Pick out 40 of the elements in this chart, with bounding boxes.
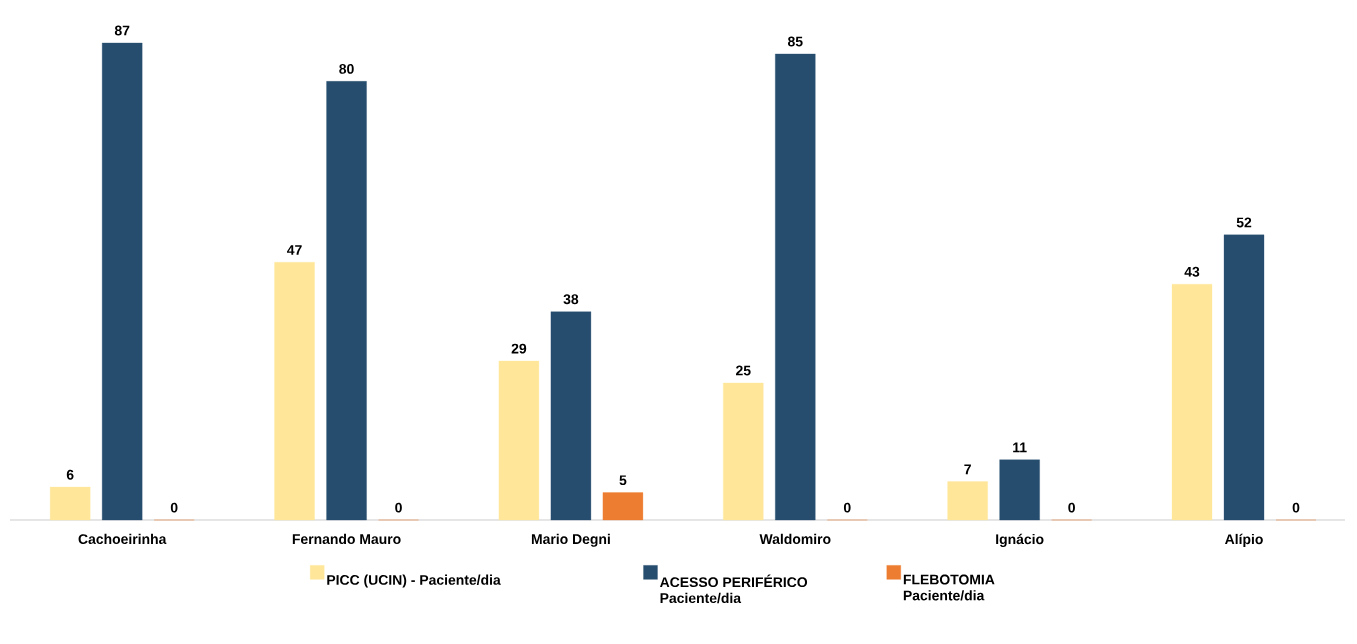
- x-tick-label: Ignácio: [996, 533, 1044, 547]
- data-label: 47: [287, 245, 302, 255]
- bar: [1223, 234, 1265, 521]
- bar: [50, 486, 91, 521]
- data-label: 52: [1236, 217, 1252, 228]
- data-label: 29: [511, 343, 527, 354]
- x-tick-label: Alípio: [1224, 533, 1263, 547]
- legend-label: PICC (UCIN) - Paciente/dia: [327, 574, 501, 588]
- data-label: 38: [563, 294, 579, 305]
- data-label: 85: [787, 36, 803, 47]
- data-label: 7: [964, 464, 971, 475]
- bar: [498, 360, 540, 521]
- data-label: 43: [1184, 266, 1200, 277]
- legend-label: ACESSO PERIFÉRICO Paciente/dia: [659, 574, 808, 604]
- x-tick-label: Cachoeirinha: [78, 533, 167, 545]
- bar: [602, 492, 644, 521]
- data-label: 25: [736, 365, 751, 376]
- bar: [102, 42, 143, 521]
- bar: [326, 81, 367, 521]
- bar: [274, 262, 315, 521]
- data-label: 5: [619, 475, 627, 486]
- x-tick-label: Waldomiro: [759, 533, 831, 545]
- bar: [550, 311, 592, 521]
- bar: [775, 53, 816, 521]
- x-tick-label: Mario Degni: [531, 533, 610, 547]
- bar: [947, 481, 988, 521]
- legend-label: FLEBOTOMIA Paciente/dia: [903, 574, 995, 601]
- data-label: 87: [114, 25, 130, 36]
- data-label: 11: [1013, 442, 1027, 453]
- data-label: 0: [1068, 502, 1075, 513]
- data-label: 0: [1292, 502, 1300, 513]
- bar: [999, 459, 1040, 521]
- data-label: 0: [395, 502, 402, 513]
- data-label: 6: [66, 469, 74, 480]
- bar: [1171, 284, 1213, 521]
- x-tick-label: Fernando Mauro: [292, 533, 401, 545]
- data-label: 0: [843, 502, 851, 513]
- data-label: 80: [339, 63, 354, 74]
- data-label: 0: [170, 502, 178, 513]
- bar: [723, 382, 764, 521]
